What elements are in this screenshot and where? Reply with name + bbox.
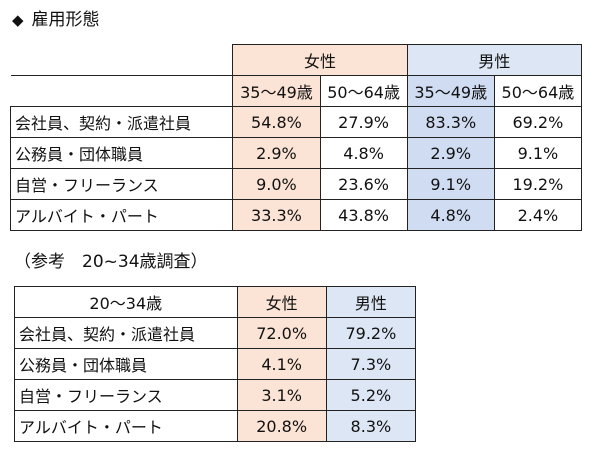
row-label: 自営・フリーランス [14, 379, 238, 411]
table-cell: 8.3% [325, 410, 417, 442]
table-row: 会社員、契約・派遣社員 72.0% 79.2% [14, 317, 417, 349]
table1-header-female: 女性 [232, 44, 408, 76]
reference-heading: （参考 20~34歳調査） [14, 252, 208, 272]
table-cell: 5.2% [325, 379, 417, 411]
table1-age-header: 50～64歳 [493, 75, 583, 107]
table1-header-male: 男性 [406, 44, 583, 76]
row-label: アルバイト・パート [9, 199, 234, 231]
table-row: 自営・フリーランス 3.1% 5.2% [14, 379, 417, 411]
table2-header-male: 男性 [325, 286, 417, 318]
section-title: 雇用形態 [31, 10, 100, 30]
row-label: 公務員・団体職員 [14, 348, 238, 380]
table-row: 会社員、契約・派遣社員 54.8% 27.9% 83.3% 69.2% [9, 106, 583, 138]
table1-corner [10, 44, 234, 76]
table2-header-female: 女性 [236, 286, 327, 318]
table-cell: 69.2% [493, 106, 583, 138]
table-cell: 3.1% [236, 379, 327, 411]
table-cell: 19.2% [493, 168, 583, 200]
table-cell: 2.4% [493, 199, 583, 231]
table-row: 公務員・団体職員 2.9% 4.8% 2.9% 9.1% [9, 137, 583, 169]
table1-age-header: 35～49歳 [406, 75, 495, 107]
row-label: 自営・フリーランス [9, 168, 234, 200]
table2-header-row: 20～34歳 女性 男性 [14, 286, 417, 318]
table1-age-header: 50～64歳 [319, 75, 408, 107]
table-cell: 83.3% [406, 106, 495, 138]
row-label: アルバイト・パート [14, 410, 238, 442]
table-cell: 9.1% [406, 168, 495, 200]
table-cell: 79.2% [325, 317, 417, 349]
table-cell: 7.3% [325, 348, 417, 380]
row-label: 公務員・団体職員 [9, 137, 234, 169]
row-label: 会社員、契約・派遣社員 [14, 317, 238, 349]
table1-group-header-row: 女性 男性 [10, 44, 583, 76]
diamond-bullet-icon: ◆ [12, 11, 24, 29]
table-cell: 2.9% [406, 137, 495, 169]
table-cell: 33.3% [232, 199, 321, 231]
table-cell: 23.6% [319, 168, 408, 200]
table-cell: 9.0% [232, 168, 321, 200]
section-heading: ◆ 雇用形態 [12, 8, 100, 32]
table-row: アルバイト・パート 33.3% 43.8% 4.8% 2.4% [9, 199, 583, 231]
table-cell: 27.9% [319, 106, 408, 138]
table-cell: 54.8% [232, 106, 321, 138]
table-cell: 20.8% [236, 410, 327, 442]
table-cell: 4.1% [236, 348, 327, 380]
employment-type-table: 女性 男性 35～49歳 50～64歳 35～49歳 50～64歳 会社員、契約… [9, 44, 583, 231]
row-label: 会社員、契約・派遣社員 [9, 106, 234, 138]
table-cell: 4.8% [319, 137, 408, 169]
reference-table: 20～34歳 女性 男性 会社員、契約・派遣社員 72.0% 79.2% 公務員… [14, 286, 417, 442]
table-cell: 72.0% [236, 317, 327, 349]
table-row: アルバイト・パート 20.8% 8.3% [14, 410, 417, 442]
table-cell: 2.9% [232, 137, 321, 169]
table-row: 自営・フリーランス 9.0% 23.6% 9.1% 19.2% [9, 168, 583, 200]
table2-corner-label: 20～34歳 [14, 286, 238, 318]
table1-age-header: 35～49歳 [232, 75, 321, 107]
table-row: 公務員・団体職員 4.1% 7.3% [14, 348, 417, 380]
table1-age-header-row: 35～49歳 50～64歳 35～49歳 50～64歳 [10, 75, 583, 107]
table-cell: 43.8% [319, 199, 408, 231]
table-cell: 4.8% [406, 199, 495, 231]
table-cell: 9.1% [493, 137, 583, 169]
table1-corner-lower [10, 75, 234, 107]
